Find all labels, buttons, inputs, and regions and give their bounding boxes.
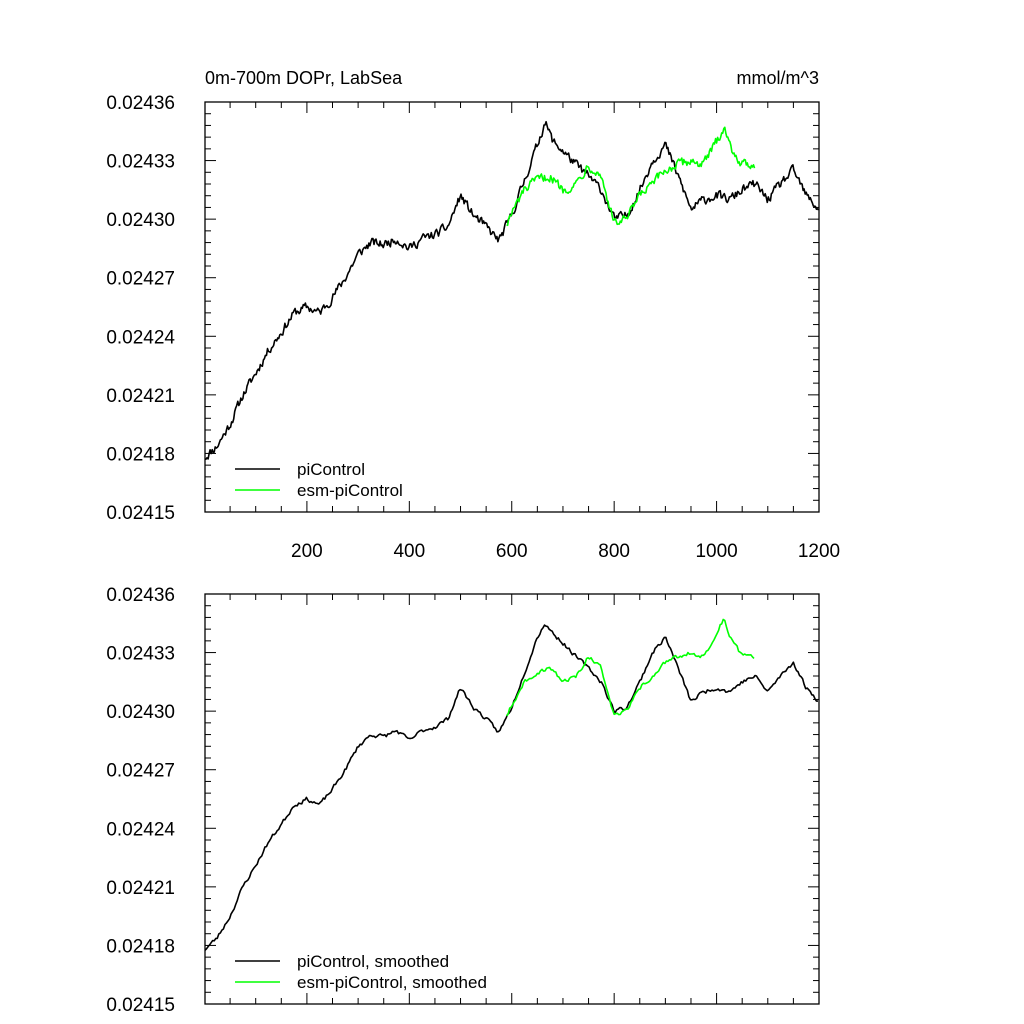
bottom-legend: piControl, smoothed esm-piControl, smoot… [235, 952, 487, 992]
y-tick-label: 0.02436 [106, 585, 175, 606]
y-tick-label: 0.02427 [106, 761, 175, 782]
x-tick-label: 200 [291, 541, 323, 562]
x-tick-label: 800 [598, 541, 630, 562]
y-tick-label: 0.02430 [106, 210, 175, 231]
top-x-tick-labels: 200 400 600 800 1000 1200 [291, 541, 840, 562]
top-panel-title: 0m-700m DOPr, LabSea [205, 68, 403, 88]
y-tick-label: 0.02433 [106, 152, 175, 173]
series-line-esm-picontrol [506, 126, 756, 227]
y-tick-label: 0.02436 [106, 93, 175, 114]
y-tick-label: 0.02415 [106, 503, 175, 524]
y-tick-label: 0.02421 [106, 386, 175, 407]
bottom-legend-label-esm-picontrol: esm-piControl, smoothed [297, 973, 487, 992]
y-tick-label: 0.02427 [106, 269, 175, 290]
x-tick-label: 1000 [695, 541, 737, 562]
top-plot-frame [204, 101, 820, 513]
y-tick-label: 0.02430 [106, 702, 175, 723]
y-tick-label: 0.02424 [106, 819, 175, 840]
y-tick-label: 0.02415 [106, 995, 175, 1016]
top-legend: piControl esm-piControl [235, 460, 403, 500]
bottom-panel: 0.02415 0.02418 0.02421 0.02424 0.02427 0.024… [106, 585, 820, 1016]
top-panel-units: mmol/m^3 [737, 68, 819, 88]
top-legend-label-esm-picontrol: esm-piControl [297, 481, 403, 500]
y-tick-label: 0.02433 [106, 644, 175, 665]
bottom-axis-ticks [205, 593, 820, 1005]
x-tick-label: 400 [393, 541, 425, 562]
y-tick-label: 0.02418 [106, 936, 175, 957]
bottom-y-tick-labels: 0.02415 0.02418 0.02421 0.02424 0.02427 0.024… [106, 585, 175, 1016]
series-line-picontrol-smoothed [204, 624, 818, 951]
series-line-esm-picontrol-smoothed [505, 618, 755, 717]
top-legend-label-picontrol: piControl [297, 460, 365, 479]
y-tick-label: 0.02424 [106, 327, 175, 348]
bottom-series-lines [204, 618, 818, 951]
y-tick-label: 0.02418 [106, 444, 175, 465]
top-y-tick-labels: 0.02415 0.02418 0.02421 0.02424 0.02427 0.024… [106, 93, 175, 524]
top-panel: 0m-700m DOPr, LabSea mmol/m^3 0.024150.0… [106, 68, 840, 562]
y-tick-label: 0.02421 [106, 878, 175, 899]
bottom-legend-label-picontrol: piControl, smoothed [297, 952, 449, 971]
x-tick-label: 1200 [798, 541, 840, 562]
top-axis-ticks [205, 101, 820, 513]
series-line-picontrol [204, 120, 820, 461]
top-series-lines [204, 120, 820, 461]
bottom-plot-frame [204, 593, 820, 1005]
x-tick-label: 600 [496, 541, 528, 562]
